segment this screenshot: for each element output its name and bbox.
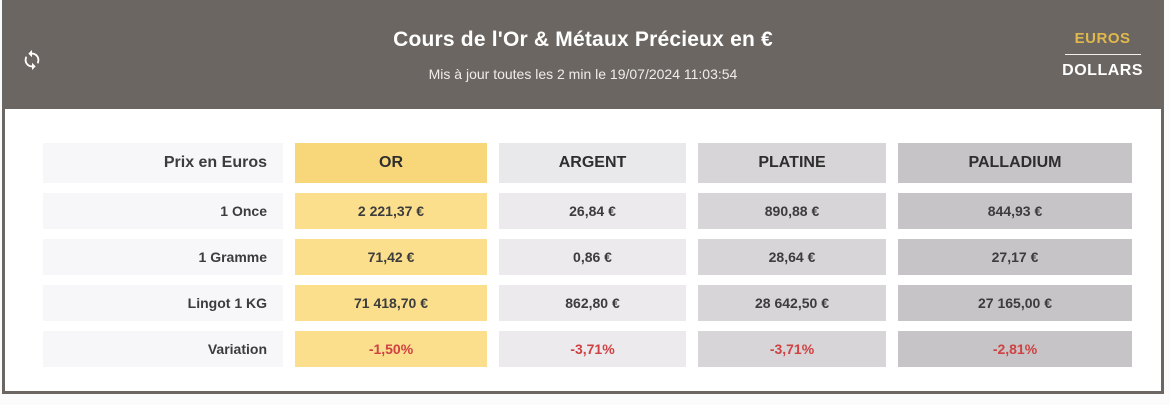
- column-header-argent: ARGENT: [499, 143, 686, 183]
- cell-once-argent: 26,84 €: [499, 193, 686, 229]
- cell-once-palladium: 844,93 €: [898, 193, 1132, 229]
- row-label-lingot: Lingot 1 KG: [43, 285, 283, 321]
- refresh-button[interactable]: [20, 48, 44, 72]
- cell-gramme-argent: 0,86 €: [499, 239, 686, 275]
- table-corner-label: Prix en Euros: [43, 143, 283, 183]
- currency-euros-option[interactable]: EUROS: [1074, 29, 1131, 47]
- cell-once-or: 2 221,37 €: [295, 193, 487, 229]
- cell-variation-or: -1,50%: [295, 331, 487, 367]
- refresh-icon: [21, 49, 43, 71]
- widget-header: Cours de l'Or & Métaux Précieux en € Mis…: [5, 0, 1161, 109]
- currency-toggle: EUROS DOLLARS: [1062, 30, 1143, 80]
- cell-once-platine: 890,88 €: [698, 193, 886, 229]
- cell-gramme-platine: 28,64 €: [698, 239, 886, 275]
- cell-gramme-or: 71,42 €: [295, 239, 487, 275]
- column-header-palladium: PALLADIUM: [898, 143, 1132, 183]
- cell-variation-palladium: -2,81%: [898, 331, 1132, 367]
- gold-price-widget: Cours de l'Or & Métaux Précieux en € Mis…: [2, 0, 1164, 394]
- column-header-or: OR: [295, 143, 487, 183]
- column-header-platine: PLATINE: [698, 143, 886, 183]
- row-label-variation: Variation: [43, 331, 283, 367]
- cell-lingot-argent: 862,80 €: [499, 285, 686, 321]
- currency-dollars-option[interactable]: DOLLARS: [1062, 61, 1143, 79]
- currency-divider: [1064, 53, 1141, 55]
- header-titles: Cours de l'Or & Métaux Précieux en € Mis…: [393, 28, 773, 82]
- row-label-gramme: 1 Gramme: [43, 239, 283, 275]
- cell-variation-argent: -3,71%: [499, 331, 686, 367]
- cell-lingot-or: 71 418,70 €: [295, 285, 487, 321]
- update-status: Mis à jour toutes les 2 min le 19/07/202…: [428, 65, 738, 82]
- row-label-once: 1 Once: [43, 193, 283, 229]
- cell-lingot-palladium: 27 165,00 €: [898, 285, 1132, 321]
- price-table: Prix en Euros OR ARGENT PLATINE PALLADIU…: [43, 143, 1132, 367]
- cell-lingot-platine: 28 642,50 €: [698, 285, 886, 321]
- cell-gramme-palladium: 27,17 €: [898, 239, 1132, 275]
- cell-variation-platine: -3,71%: [698, 331, 886, 367]
- page-title: Cours de l'Or & Métaux Précieux en €: [393, 27, 773, 51]
